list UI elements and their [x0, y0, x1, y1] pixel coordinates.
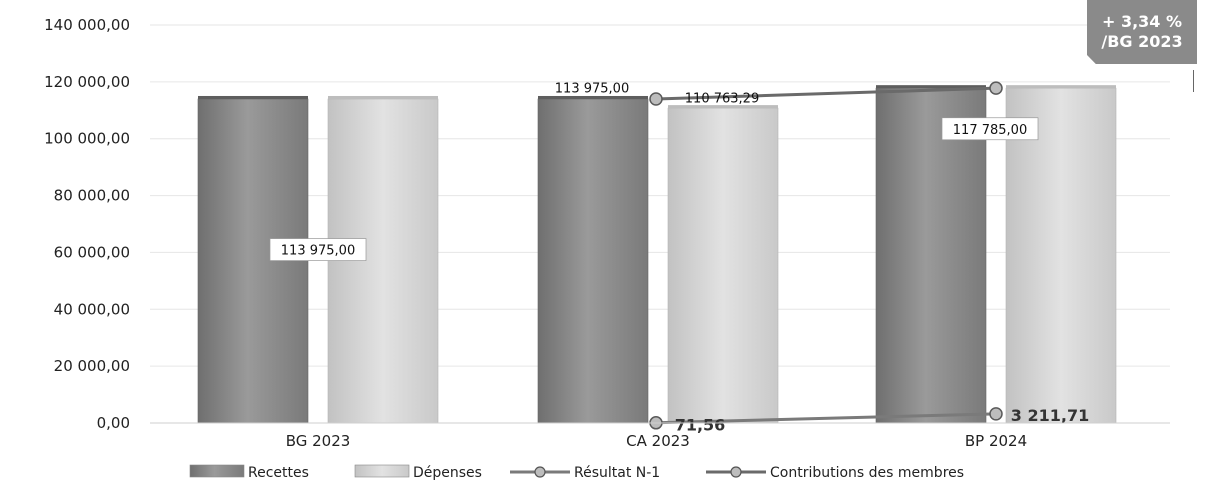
bar-recettes [197, 98, 309, 424]
variation-badge: + 3,34 % /BG 2023 [1087, 0, 1197, 64]
variation-badge-line1: + 3,34 % [1101, 12, 1183, 31]
line-resultat-n1 [655, 412, 997, 425]
legend-item: Dépenses [354, 464, 482, 481]
x-tick-label: BP 2024 [965, 432, 1027, 450]
y-tick-label: 0,00 [97, 414, 130, 432]
legend-swatch [354, 464, 410, 478]
legend-marker [534, 466, 546, 478]
variation-badge-line2: /BG 2023 [1101, 32, 1183, 51]
y-tick-label: 40 000,00 [54, 300, 130, 318]
data-label-box [941, 117, 1039, 141]
y-axis: 0,00 20 000,00 40 000,00 60 000,00 80 000,00… [44, 16, 130, 432]
y-tick-label: 80 000,00 [54, 187, 130, 205]
x-tick-label: BG 2023 [286, 432, 351, 450]
bars [197, 85, 1117, 424]
data-label: 71,56 [675, 415, 726, 434]
y-tick-label: 20 000,00 [54, 357, 130, 375]
y-tick-label: 60 000,00 [54, 243, 130, 261]
data-labels: 113 975,00 113 975,00 110 763,29 117 785,00… [269, 82, 1089, 434]
x-tick-label: CA 2023 [626, 432, 690, 450]
legend-label: Contributions des membres [770, 465, 964, 481]
line-contributions-marker [989, 81, 1003, 95]
legend-marker [730, 466, 742, 478]
bar-recettes-top [198, 95, 308, 99]
bar-depenses-top [1006, 85, 1116, 89]
legend-label: Résultat N-1 [574, 465, 660, 481]
right-edge-mark [1193, 70, 1194, 92]
legend-item: Résultat N-1 [510, 465, 660, 481]
bar-depenses [327, 98, 439, 424]
data-label: 113 975,00 [555, 82, 629, 97]
legend-item: Contributions des membres [706, 465, 964, 481]
bar-depenses-top [328, 95, 438, 99]
y-tick-label: 120 000,00 [44, 73, 130, 91]
bar-recettes-top [876, 85, 986, 89]
y-tick-label: 100 000,00 [44, 130, 130, 148]
data-label: 3 211,71 [1011, 406, 1089, 425]
legend: Recettes Dépenses Résultat N-1 Contribution… [189, 464, 964, 481]
legend-label: Recettes [248, 465, 309, 481]
legend-swatch [189, 464, 245, 478]
x-axis: BG 2023 CA 2023 BP 2024 [150, 422, 1170, 450]
y-tick-label: 140 000,00 [44, 16, 130, 34]
data-label: 110 763,29 [685, 91, 759, 106]
bar-depenses [667, 107, 779, 424]
bar-depenses [1005, 87, 1117, 424]
data-label: 113 975,00 [281, 244, 355, 259]
data-label: 117 785,00 [953, 123, 1027, 138]
bar-recettes-top [538, 95, 648, 99]
bar-depenses-top [668, 105, 778, 109]
bar-recettes [537, 98, 649, 424]
legend-item: Recettes [189, 464, 309, 481]
line-contributions-marker [649, 92, 663, 106]
line-contributions [655, 86, 997, 101]
line-resultat-n1-marker [989, 407, 1003, 421]
data-label-box [269, 238, 367, 261]
legend-label: Dépenses [413, 465, 482, 481]
bar-recettes [875, 87, 987, 424]
